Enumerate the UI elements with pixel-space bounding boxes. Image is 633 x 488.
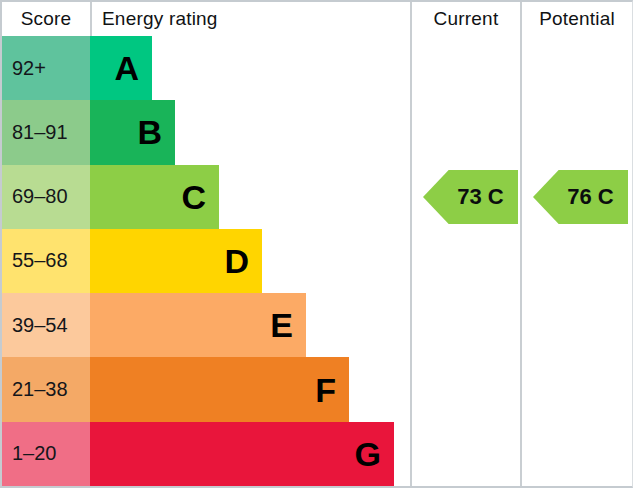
band-letter: E xyxy=(270,308,293,342)
chart-header: Score Energy rating Current Potential xyxy=(2,2,632,36)
header-score: Score xyxy=(2,2,90,36)
rating-bar: E xyxy=(90,293,306,357)
band-row-b: 81–91 B xyxy=(2,100,410,164)
potential-column-divider xyxy=(520,2,522,486)
current-rating-arrow: 73 C xyxy=(423,170,518,224)
score-range: 81–91 xyxy=(2,100,90,164)
rating-bar: D xyxy=(90,229,262,293)
header-current: Current xyxy=(412,2,520,36)
band-row-c: 69–80 C xyxy=(2,165,410,229)
band-rows: 92+ A 81–91 B 69–80 C 55–68 D 39–54 E 21… xyxy=(2,36,410,486)
band-row-e: 39–54 E xyxy=(2,293,410,357)
score-range: 92+ xyxy=(2,36,90,100)
current-column-divider xyxy=(410,2,412,486)
score-range: 1–20 xyxy=(2,422,90,486)
header-energy-rating: Energy rating xyxy=(102,2,402,36)
potential-rating-arrow: 76 C xyxy=(533,170,628,224)
rating-bar: G xyxy=(90,422,394,486)
current-rating-label: 73 C xyxy=(457,184,503,210)
band-row-d: 55–68 D xyxy=(2,229,410,293)
band-letter: G xyxy=(355,437,381,471)
band-letter: C xyxy=(181,180,206,214)
header-potential: Potential xyxy=(522,2,632,36)
epc-rating-chart: Score Energy rating Current Potential 92… xyxy=(0,0,633,488)
score-range: 21–38 xyxy=(2,357,90,421)
score-range: 39–54 xyxy=(2,293,90,357)
band-letter: A xyxy=(114,51,139,85)
score-column-divider xyxy=(90,2,92,36)
score-range: 69–80 xyxy=(2,165,90,229)
band-row-g: 1–20 G xyxy=(2,422,410,486)
band-letter: D xyxy=(224,244,249,278)
band-letter: B xyxy=(137,115,162,149)
potential-rating-label: 76 C xyxy=(567,184,613,210)
rating-bar: F xyxy=(90,357,349,421)
band-row-a: 92+ A xyxy=(2,36,410,100)
rating-bar: C xyxy=(90,165,219,229)
band-letter: F xyxy=(315,373,336,407)
rating-bar: B xyxy=(90,100,175,164)
score-range: 55–68 xyxy=(2,229,90,293)
rating-bar: A xyxy=(90,36,152,100)
band-row-f: 21–38 F xyxy=(2,357,410,421)
